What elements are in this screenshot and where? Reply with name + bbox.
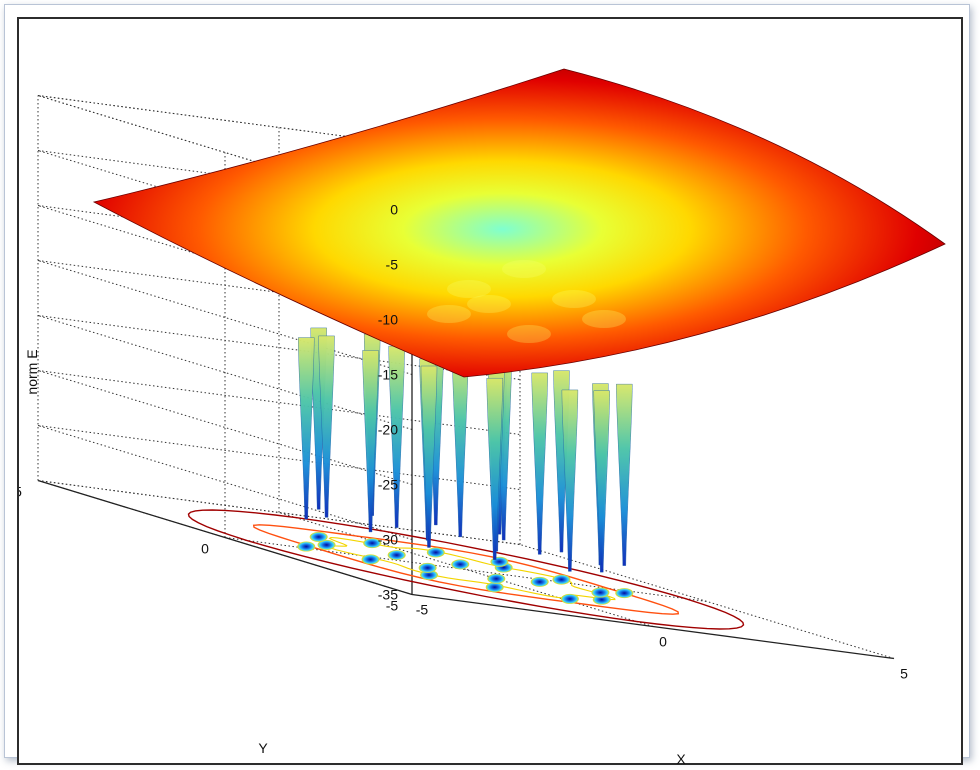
grid-line-z-left bbox=[37, 260, 413, 375]
y-tick-label: 5 bbox=[19, 484, 22, 500]
surface-dimple bbox=[447, 280, 491, 298]
grid-line-z-left bbox=[37, 425, 413, 540]
energy-spike bbox=[388, 345, 405, 528]
z-tick-label: -10 bbox=[378, 312, 398, 328]
contour-ring-inner bbox=[252, 524, 680, 615]
grid-line-z-left bbox=[37, 315, 413, 430]
surface-dimple bbox=[552, 290, 596, 308]
plot-area: 0-5-10-15-20-25-30-35-505-505 norm E X Y bbox=[17, 17, 963, 767]
well-contour bbox=[309, 531, 328, 542]
spike-layer bbox=[298, 327, 633, 573]
well-contour bbox=[485, 582, 504, 593]
grid-edge bbox=[37, 480, 521, 545]
energy-spike bbox=[593, 390, 610, 573]
contour-ring-outer bbox=[187, 509, 745, 630]
grid-edge bbox=[519, 544, 895, 659]
well-contour bbox=[451, 559, 470, 570]
energy-spike bbox=[616, 383, 633, 566]
energy-spike bbox=[318, 335, 335, 518]
well-contour bbox=[530, 576, 549, 587]
x-tick-label: 5 bbox=[900, 666, 908, 682]
well-contour bbox=[317, 539, 336, 550]
well-contour bbox=[426, 547, 445, 558]
y-tick-label: -5 bbox=[386, 598, 399, 614]
surface-chart: 0-5-10-15-20-25-30-35-505-505 norm E X Y bbox=[19, 68, 946, 767]
surface-dimple bbox=[507, 325, 551, 343]
grid-line-z-left bbox=[37, 370, 413, 485]
surface-layer bbox=[92, 68, 946, 378]
energy-spike bbox=[362, 350, 379, 533]
z-tick-label: -15 bbox=[378, 367, 398, 383]
well-contour bbox=[361, 554, 380, 565]
surface-dimple bbox=[467, 295, 511, 313]
z-tick-label: -35 bbox=[378, 587, 398, 603]
contour-floor bbox=[187, 509, 745, 630]
z-tick-label: -25 bbox=[378, 477, 398, 493]
figure-frame: 0-5-10-15-20-25-30-35-505-505 norm E X Y bbox=[4, 4, 970, 767]
z-axis-label: norm E bbox=[24, 349, 40, 394]
x-tick-label: 0 bbox=[659, 634, 667, 650]
z-tick-label: 0 bbox=[390, 202, 398, 218]
contour-yellow bbox=[326, 536, 616, 601]
energy-spike bbox=[561, 389, 579, 572]
grid-line-z-back bbox=[37, 425, 521, 490]
tick-labels: 0-5-10-15-20-25-30-35-505-505 bbox=[19, 202, 908, 682]
z-tick-label: -5 bbox=[386, 257, 399, 273]
surface-dimple bbox=[582, 310, 626, 328]
well-contour bbox=[591, 587, 610, 598]
grid-line-floor bbox=[278, 512, 654, 627]
y-tick-label: 0 bbox=[201, 541, 209, 557]
well-contour bbox=[560, 593, 579, 604]
well-contour bbox=[487, 573, 506, 584]
potential-surface bbox=[92, 68, 946, 378]
well-contour bbox=[297, 541, 316, 552]
x-axis-label: X bbox=[676, 751, 686, 767]
z-tick-label: -20 bbox=[378, 422, 398, 438]
well-contour bbox=[552, 574, 571, 585]
well-contour bbox=[387, 550, 406, 561]
surface-dimple bbox=[427, 305, 471, 323]
x-axis-line bbox=[411, 593, 895, 660]
well-contour bbox=[363, 538, 382, 549]
surface-dimple bbox=[502, 260, 546, 278]
y-axis-label: Y bbox=[258, 740, 268, 756]
energy-spike bbox=[452, 355, 469, 538]
energy-spike bbox=[531, 372, 548, 555]
energy-spike bbox=[420, 365, 438, 548]
well-contour bbox=[615, 588, 634, 599]
energy-spike bbox=[486, 378, 503, 560]
x-tick-label: -5 bbox=[416, 602, 429, 618]
y-axis-line bbox=[37, 479, 413, 596]
energy-spike bbox=[298, 337, 315, 520]
well-contour bbox=[418, 562, 437, 573]
z-tick-label: -30 bbox=[378, 532, 398, 548]
